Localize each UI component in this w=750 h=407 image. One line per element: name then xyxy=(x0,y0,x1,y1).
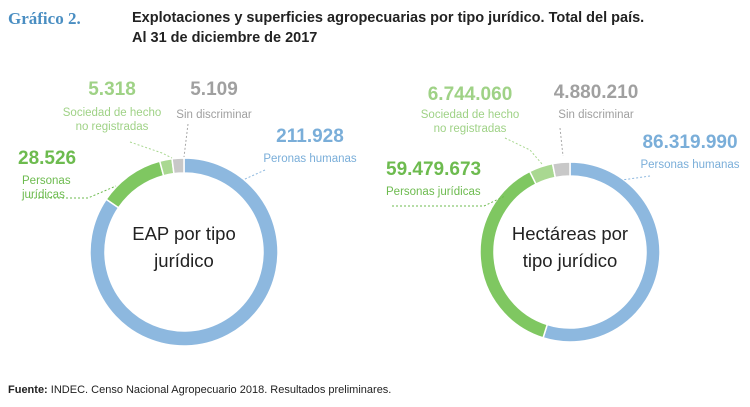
category-label-sociedad-de-hecho: Sociedad de hecho xyxy=(63,107,161,119)
center-label-line-1: Hectáreas por xyxy=(512,223,628,244)
value-label-sin-discriminar: 5.109 xyxy=(190,79,238,100)
value-label-sociedad-de-hecho: 6.744.060 xyxy=(428,84,513,105)
leader-line-sociedad-de-hecho xyxy=(129,141,173,159)
category-label-sociedad-de-hecho: Sociedad de hecho xyxy=(421,109,519,121)
value-label-sociedad-de-hecho: 5.318 xyxy=(88,79,136,100)
value-label-personas-juridicas: 28.526 xyxy=(18,148,76,169)
center-label-line-2: tipo jurídico xyxy=(523,250,618,271)
source-label: Fuente: xyxy=(8,384,48,396)
category-label-personas-humanas: Peronas humanas xyxy=(263,153,357,165)
value-label-sin-discriminar: 4.880.210 xyxy=(554,82,639,103)
category-label-sociedad-de-hecho: no registradas xyxy=(434,123,507,135)
chart-title-line-1: Explotaciones y superficies agropecuaria… xyxy=(132,10,645,26)
chart-title-line-2: Al 31 de diciembre de 2017 xyxy=(132,30,318,46)
category-label-sin-discriminar: Sin discriminar xyxy=(558,109,634,121)
category-label-personas-juridicas: Personas jurídicas xyxy=(386,186,481,198)
slice-sin-discriminar xyxy=(551,161,571,179)
value-label-personas-humanas: 211.928 xyxy=(276,126,344,147)
source-text: INDEC. Censo Nacional Agropecuario 2018.… xyxy=(50,384,392,396)
figure-label: Gráfico 2. xyxy=(8,9,81,28)
leader-line-personas-juridicas xyxy=(392,195,506,207)
chart-title: Explotaciones y superficies agropecuaria… xyxy=(132,8,732,48)
donut-chart-1: EAP por tipo jurídico 211.928 Peronas human… xyxy=(18,79,357,347)
category-label-personas-juridicas: Personas xyxy=(22,175,71,187)
category-label-personas-humanas: Personas humanas xyxy=(640,159,739,171)
leader-line-personas-juridicas xyxy=(30,185,117,199)
category-label-sin-discriminar: Sin discriminar xyxy=(176,109,252,121)
donut-chart-2: Hectáreas por tipo jurídico 86.319.990 Pers… xyxy=(386,82,740,343)
slice-personas-juridicas xyxy=(105,160,165,209)
value-label-personas-humanas: 86.319.990 xyxy=(642,132,737,153)
leader-line-sin-discriminar xyxy=(559,127,564,157)
center-label-line-2: jurídico xyxy=(153,250,214,271)
value-label-personas-juridicas: 59.479.673 xyxy=(386,159,481,180)
slice-personas-humanas xyxy=(89,157,279,347)
center-label-line-1: EAP por tipo xyxy=(132,223,236,244)
leader-line-sociedad-de-hecho xyxy=(504,137,543,165)
leader-line-sin-discriminar xyxy=(183,123,189,158)
leader-line-personas-humanas xyxy=(233,169,266,185)
slice-sin-discriminar xyxy=(171,157,185,175)
leader-line-personas-humanas xyxy=(621,175,651,181)
source-note: Fuente: INDEC. Censo Nacional Agropecuar… xyxy=(8,384,391,396)
category-label-sociedad-de-hecho: no registradas xyxy=(76,121,149,133)
category-label-personas-juridicas: jurídicas xyxy=(21,189,65,201)
